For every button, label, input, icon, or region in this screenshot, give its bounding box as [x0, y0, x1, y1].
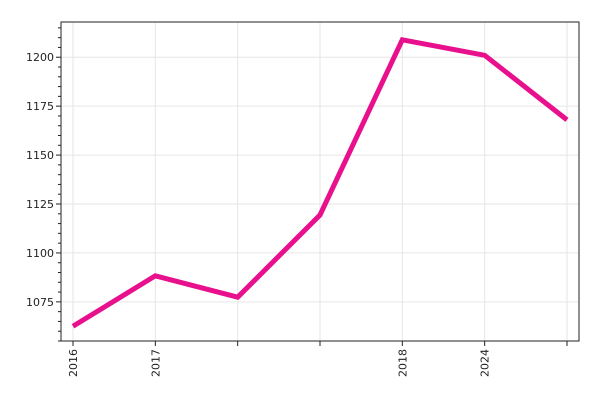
x-tick-label: 2017: [149, 349, 162, 377]
y-tick-label: 1200: [26, 51, 54, 64]
x-tick-label: 2018: [396, 349, 409, 377]
y-tick-label: 1175: [26, 100, 54, 113]
y-tick-label: 1125: [26, 198, 54, 211]
y-tick-label: 1100: [26, 247, 54, 260]
y-tick-label: 1075: [26, 296, 54, 309]
y-tick-label: 1150: [26, 149, 54, 162]
x-tick-label: 2024: [479, 349, 492, 377]
x-tick-label: 2016: [67, 349, 80, 377]
tick-labels: 1075 1100 1125 1150 1175 1200 2016 2017 2018 2024: [26, 51, 492, 377]
